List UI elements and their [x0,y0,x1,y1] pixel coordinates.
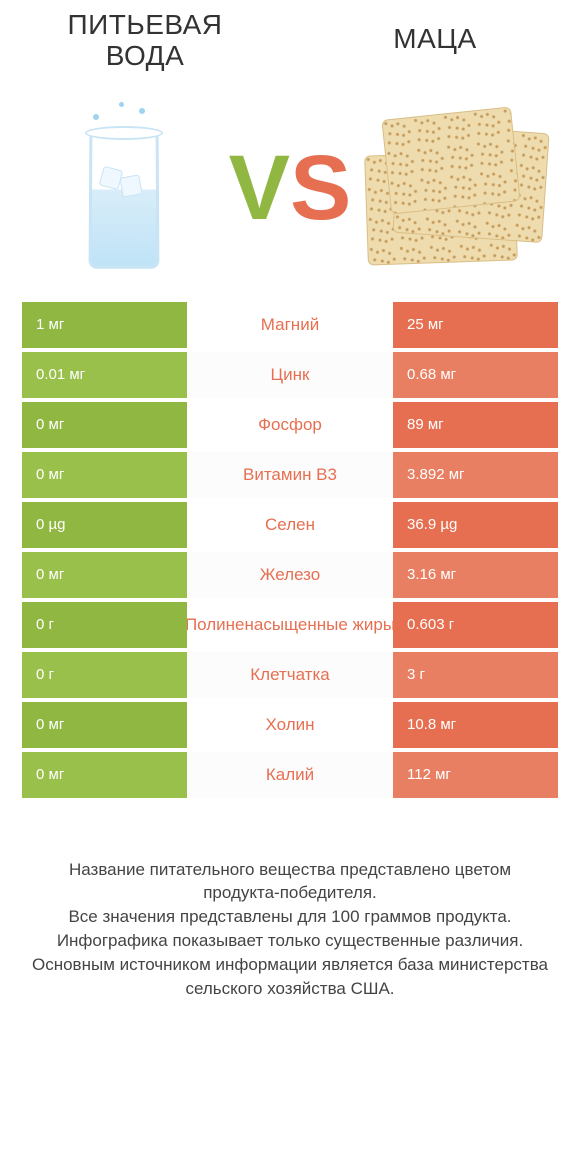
footer-line: Инфографика показывает только существенн… [30,929,550,953]
value-left: 0.01 мг [22,352,187,398]
footer-line: сельского хозяйства США. [30,977,550,1001]
value-right: 0.68 мг [393,352,558,398]
table-row: 0.01 мгЦинк0.68 мг [22,348,558,398]
nutrient-name: Цинк [187,352,393,398]
value-left: 1 мг [22,302,187,348]
footer-line: Название питательного вещества представл… [30,858,550,882]
footer-line: Все значения представлены для 100 граммо… [30,905,550,929]
value-right: 3 г [393,652,558,698]
image-left [20,78,229,298]
nutrient-name: Полиненасыщенные жиры [187,602,393,648]
table-row: 0 гПолиненасыщенные жиры0.603 г [22,598,558,648]
header-left: ПИТЬЕВАЯ ВОДА [0,10,290,72]
value-left: 0 мг [22,702,187,748]
image-row: VS [0,78,580,298]
table-row: 0 мгЖелезо3.16 мг [22,548,558,598]
title-left-line1: ПИТЬЕВАЯ [0,10,290,41]
header-right: МАЦА [290,10,580,72]
footer-line: Основным источником информации является … [30,953,550,977]
vs-s-letter: S [290,137,351,239]
value-right: 25 мг [393,302,558,348]
value-right: 3.892 мг [393,452,558,498]
matzo-icon [356,108,556,268]
table-row: 0 µgСелен36.9 µg [22,498,558,548]
nutrient-name: Холин [187,702,393,748]
nutrient-name: Витамин B3 [187,452,393,498]
value-right: 3.16 мг [393,552,558,598]
nutrient-name: Калий [187,752,393,798]
nutrient-name: Фосфор [187,402,393,448]
table-row: 0 мгФосфор89 мг [22,398,558,448]
header: ПИТЬЕВАЯ ВОДА МАЦА [0,0,580,78]
nutrient-name: Магний [187,302,393,348]
value-right: 36.9 µg [393,502,558,548]
value-left: 0 мг [22,552,187,598]
value-right: 0.603 г [393,602,558,648]
title-right: МАЦА [290,24,580,55]
value-right: 112 мг [393,752,558,798]
vs-v-letter: V [229,137,290,239]
nutrient-name: Селен [187,502,393,548]
value-left: 0 мг [22,402,187,448]
footer-line: продукта-победителя. [30,881,550,905]
value-left: 0 г [22,602,187,648]
value-right: 89 мг [393,402,558,448]
table-row: 0 гКлетчатка3 г [22,648,558,698]
water-glass-icon [79,108,169,268]
value-left: 0 мг [22,752,187,798]
nutrient-name: Железо [187,552,393,598]
value-left: 0 µg [22,502,187,548]
table-row: 1 мгМагний25 мг [22,298,558,348]
nutrient-table: 1 мгМагний25 мг0.01 мгЦинк0.68 мг0 мгФос… [0,298,580,798]
value-left: 0 мг [22,452,187,498]
value-right: 10.8 мг [393,702,558,748]
vs-label: VS [229,142,352,234]
nutrient-name: Клетчатка [187,652,393,698]
image-right [351,78,560,298]
value-left: 0 г [22,652,187,698]
footer: Название питательного вещества представл… [0,798,580,1021]
table-row: 0 мгВитамин B33.892 мг [22,448,558,498]
table-row: 0 мгХолин10.8 мг [22,698,558,748]
title-left-line2: ВОДА [0,41,290,72]
table-row: 0 мгКалий112 мг [22,748,558,798]
